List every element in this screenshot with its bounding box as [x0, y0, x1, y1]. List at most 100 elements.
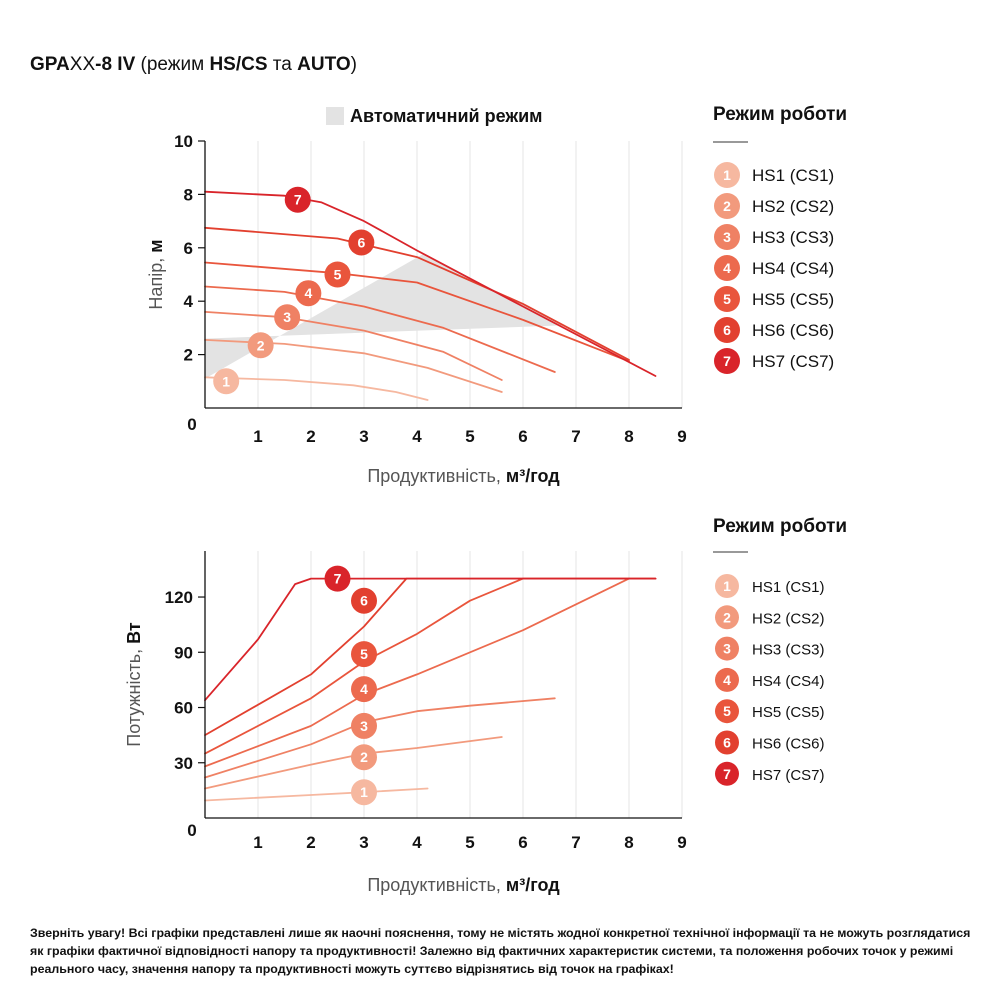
x-tick-label: 1	[253, 833, 262, 852]
series-marker-4: 4	[351, 676, 377, 703]
series-marker-6: 6	[348, 229, 375, 256]
legend-item-2: 2 HS2 (CS2)	[715, 605, 825, 630]
y-axis-title-plain: Потужність,	[124, 644, 144, 747]
series-marker-5: 5	[351, 641, 377, 668]
series-marker-7: 7	[324, 565, 351, 592]
marker-label: 7	[334, 571, 342, 587]
power-chart-markers: 1 2 3 4 5 6 7	[324, 565, 377, 806]
series-marker-4: 4	[295, 280, 322, 307]
marker-circle	[213, 368, 240, 395]
legend-item-7: 7 HS7 (CS7)	[715, 761, 825, 786]
title-part-0: GPA	[30, 54, 70, 75]
head-chart-markers: 1 2 34 5 6 7	[213, 186, 375, 395]
legend-marker-num: 4	[723, 260, 731, 276]
head-chart-series	[204, 190, 657, 401]
series-marker-1: 1	[213, 368, 240, 395]
legend-item-6: 6 HS6 (CS6)	[715, 730, 825, 755]
series-line-7	[204, 190, 657, 377]
marker-label: 1	[360, 784, 368, 800]
y-tick-label: 8	[184, 185, 193, 204]
title-part-7: )	[351, 54, 357, 75]
legend-item-label: HS7 (CS7)	[752, 767, 825, 784]
marker-label: 5	[334, 267, 342, 283]
marker-circle	[351, 744, 377, 771]
series-line-6	[204, 577, 657, 736]
auto-region-area	[205, 254, 566, 379]
legend-marker-num: 7	[723, 766, 731, 782]
legend-item-label: HS6 (CS6)	[752, 736, 825, 753]
legend-marker	[714, 224, 740, 250]
x-tick-label: 9	[677, 833, 686, 852]
series-line-1	[204, 787, 429, 802]
marker-circle	[351, 779, 377, 806]
x-tick-label: 8	[624, 427, 633, 446]
legend-marker-num: 7	[723, 353, 731, 369]
legend-item-label: HS4 (CS4)	[752, 673, 825, 690]
legend-marker-num: 5	[723, 703, 731, 719]
marker-label: 1	[222, 373, 230, 389]
series-line-7	[204, 577, 657, 702]
x-tick-label: 2	[306, 427, 315, 446]
auto-region-legend: Автоматичний режим	[326, 106, 543, 126]
legend-item-3: 3 HS3 (CS3)	[714, 224, 834, 250]
x-tick-label: 4	[412, 833, 422, 852]
marker-circle	[351, 712, 377, 739]
series-line-5	[204, 577, 657, 755]
series-line-4	[204, 285, 556, 373]
x-tick-label: 9	[677, 427, 686, 446]
legend-title: Режим роботи	[713, 104, 847, 125]
legend-item-label: HS7 (CS7)	[752, 352, 834, 371]
legend-item-label: HS5 (CS5)	[752, 704, 825, 721]
x-tick-label: 6	[518, 427, 527, 446]
y-tick-label: 90	[174, 643, 193, 662]
marker-label: 6	[357, 234, 365, 250]
marker-circle	[324, 565, 351, 592]
x-tick-label: 0	[187, 821, 196, 840]
x-tick-label: 1	[253, 427, 262, 446]
y-axis-title: Напір, м	[146, 239, 166, 309]
series-marker-5: 5	[324, 261, 351, 288]
legend-item-label: HS6 (CS6)	[752, 321, 834, 340]
legend-marker	[715, 605, 739, 630]
legend-item-label: HS2 (CS2)	[752, 610, 825, 627]
auto-region	[205, 254, 566, 379]
legend-marker-num: 6	[723, 322, 731, 338]
x-axis-title-unit: м³/год	[506, 875, 560, 895]
x-tick-label: 0	[187, 415, 196, 434]
series-line-3	[204, 697, 556, 779]
legend-marker-num: 4	[723, 672, 731, 688]
marker-circle	[351, 587, 377, 614]
legend-marker	[714, 317, 740, 343]
legend-marker-num: 6	[723, 735, 731, 751]
power-chart: 1 2 3 4 5 6 7 0 1 2 3 4 5 6 7 8 9 30 60 90 120 Продуктивніст…	[124, 551, 687, 895]
series-marker-1: 1	[351, 779, 377, 806]
legend-marker-num: 1	[723, 578, 731, 594]
series-line-6	[204, 226, 630, 361]
marker-label: 7	[294, 192, 302, 208]
page-title: GPAXX-8 IV (режим HS/CS та AUTO)	[30, 54, 357, 75]
series-line-4	[204, 577, 630, 768]
y-axis-title-unit: Вт	[124, 622, 144, 644]
marker-label: 2	[257, 337, 265, 353]
legend-item-5: 5 HS5 (CS5)	[714, 286, 834, 312]
x-tick-label: 2	[306, 833, 315, 852]
y-axis-title-plain: Напір,	[146, 253, 166, 310]
y-tick-label: 4	[184, 292, 194, 311]
series-marker-7: 7	[284, 186, 311, 213]
title-part-6: AUTO	[297, 54, 350, 75]
x-axis-title: Продуктивність, м³/год	[367, 875, 560, 895]
power-chart-grid	[257, 551, 683, 818]
x-axis-title-plain: Продуктивність,	[367, 466, 506, 486]
y-tick-label: 10	[174, 132, 193, 151]
x-tick-label: 7	[571, 427, 580, 446]
title-part-3: (режим	[135, 54, 209, 75]
marker-label: 4	[304, 285, 312, 301]
legend-marker	[715, 636, 739, 661]
legend-marker	[715, 761, 739, 786]
legend-item-label: HS3 (CS3)	[752, 642, 825, 659]
legend-title: Режим роботи	[713, 516, 847, 537]
disclaimer: Зверніть увагу! Всі графіки представлені…	[30, 926, 971, 976]
y-tick-label: 6	[184, 239, 193, 258]
